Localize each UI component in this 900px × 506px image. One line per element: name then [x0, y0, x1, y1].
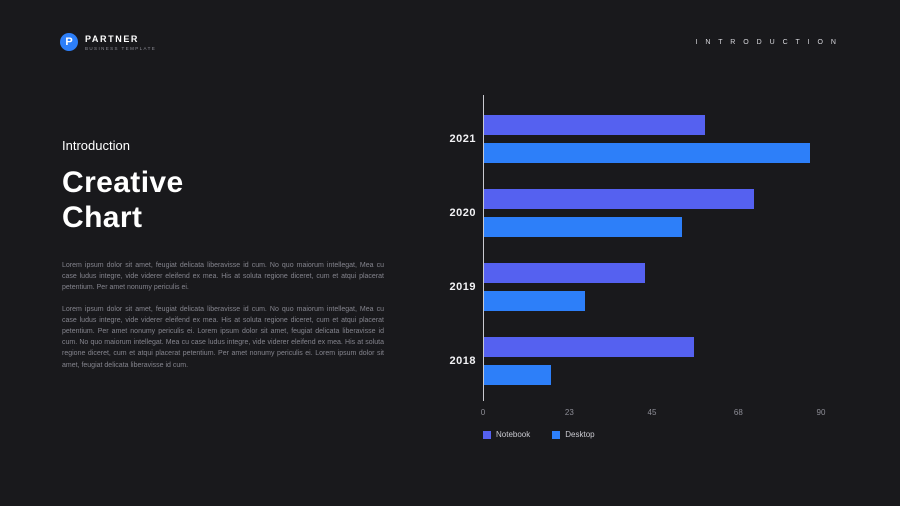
axis-tick-label: 68: [733, 408, 743, 417]
bar-notebook: [484, 263, 645, 283]
plot-area: 2021 2020 2019 2018: [450, 95, 821, 401]
x-axis: 0 23 45 68 90: [480, 408, 826, 419]
bar-desktop: [484, 291, 586, 311]
category-label: 2020: [449, 207, 476, 219]
legend-item-desktop: Desktop: [552, 430, 595, 439]
chart-bar-group: 2021: [450, 115, 821, 163]
axis-tick-label: 23: [564, 408, 574, 417]
paragraph: Lorem ipsum dolor sit amet, feugiat deli…: [62, 262, 384, 292]
chart-legend: Notebook Desktop: [483, 430, 821, 439]
legend-swatch: [552, 430, 561, 439]
bar-notebook: [484, 337, 694, 357]
bar-desktop: [484, 143, 810, 163]
kicker: Introduction: [62, 138, 130, 153]
text-column: Introduction Creative Chart Lorem ipsum …: [62, 138, 384, 371]
bar-chart: 2021 2020 2019 2018 0 23 45 68 90 Notebook Deskt…: [447, 95, 826, 439]
category-label: 2021: [449, 133, 476, 145]
body-text: Lorem ipsum dolor sit amet, feugiat deli…: [62, 260, 384, 371]
paragraph: Lorem ipsum dolor sit amet, feugiat deli…: [62, 305, 384, 369]
category-label: 2018: [449, 355, 476, 367]
bar-notebook: [484, 115, 705, 135]
logo-icon: P: [60, 33, 78, 51]
legend-label: Notebook: [496, 430, 531, 439]
title-line-2: Chart: [62, 200, 143, 234]
bar-notebook: [484, 189, 754, 209]
logo: P PARTNER BUSINESS TEMPLATE: [60, 33, 156, 51]
logo-tagline: BUSINESS TEMPLATE: [85, 45, 157, 51]
title-line-1: Creative: [62, 166, 184, 199]
bar-desktop: [484, 365, 552, 385]
axis-tick-label: 0: [480, 408, 486, 417]
bar-desktop: [484, 217, 683, 237]
chart-bar-group: 2018: [450, 337, 821, 385]
legend-label: Desktop: [565, 430, 595, 439]
section-label: I N T R O D U C T I O N: [695, 39, 839, 46]
logo-name: PARTNER: [85, 33, 140, 44]
chart-bar-group: 2020: [450, 189, 821, 237]
axis-tick-label: 90: [816, 408, 826, 417]
category-label: 2019: [449, 281, 476, 293]
logo-text: PARTNER BUSINESS TEMPLATE: [85, 34, 156, 51]
page-title: Creative Chart: [62, 166, 384, 235]
legend-swatch: [483, 430, 491, 439]
axis-tick-label: 45: [647, 408, 657, 417]
legend-item-notebook: Notebook: [483, 430, 530, 439]
chart-bar-group: 2019: [450, 263, 821, 311]
